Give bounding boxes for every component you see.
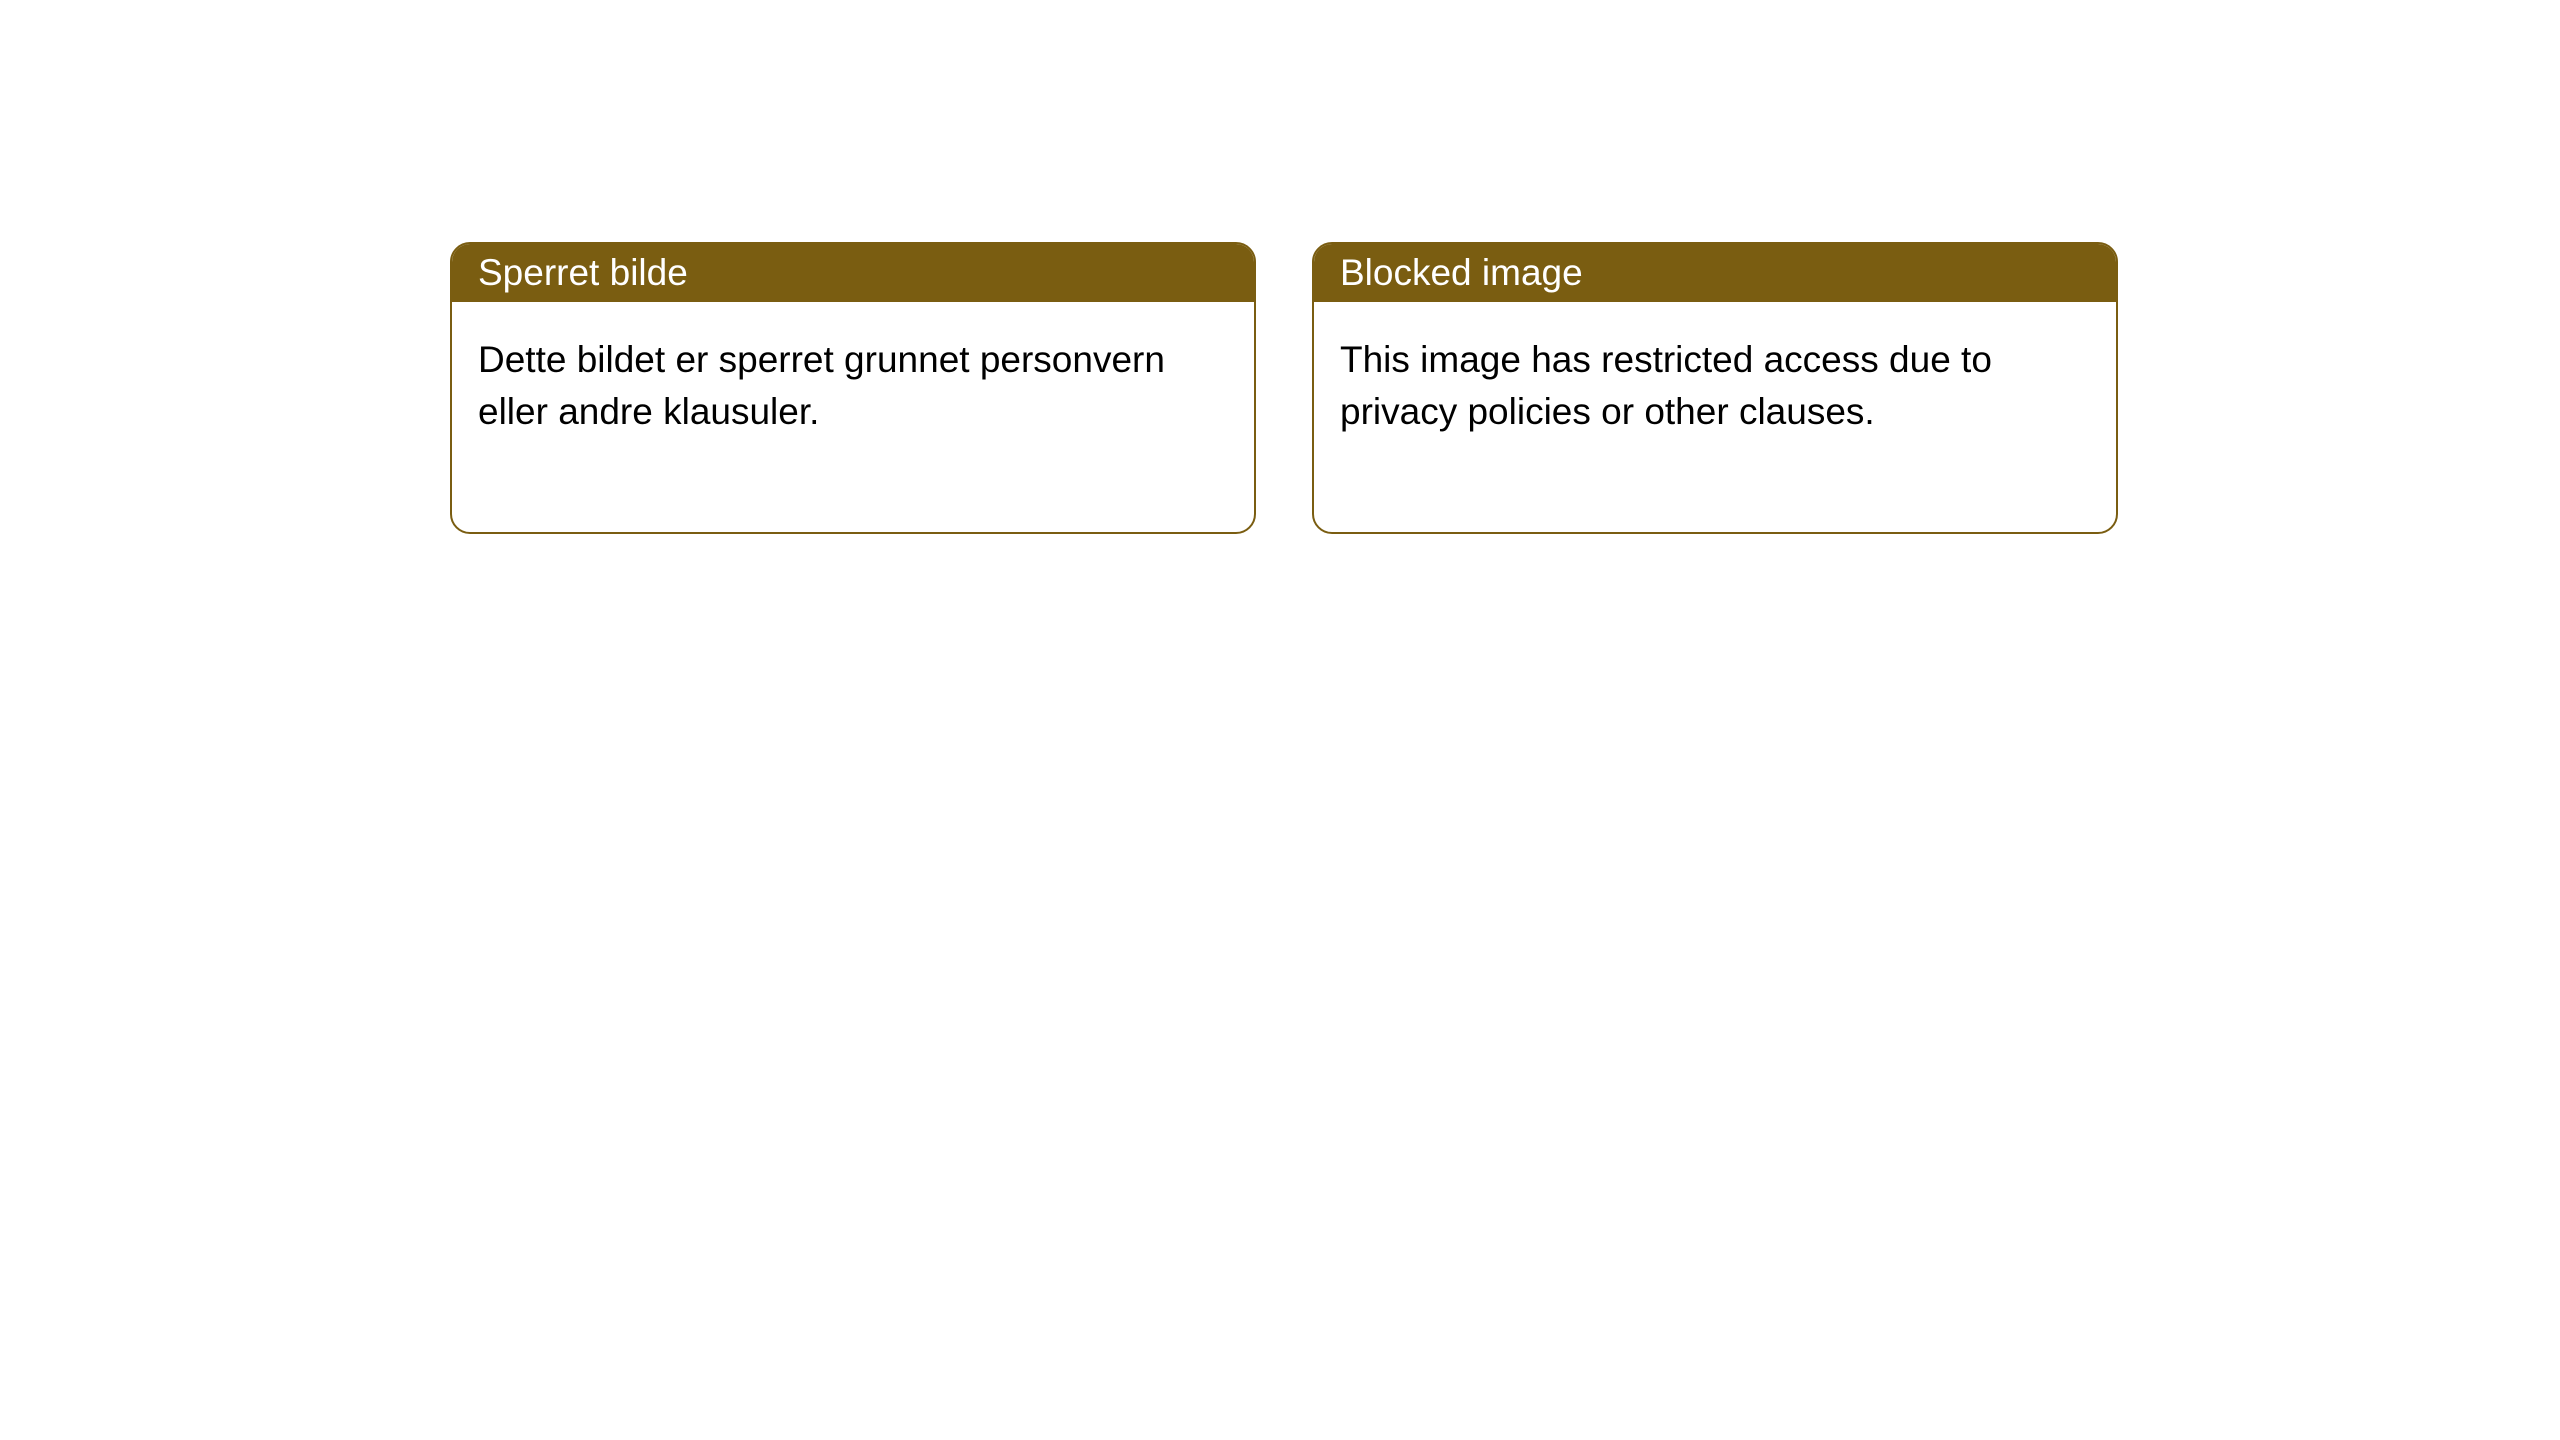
card-title: Sperret bilde [478,252,688,293]
card-body: Dette bildet er sperret grunnet personve… [452,302,1254,532]
card-header: Blocked image [1314,244,2116,302]
card-body-text: This image has restricted access due to … [1340,339,1992,432]
notice-card-en: Blocked image This image has restricted … [1312,242,2118,534]
card-title: Blocked image [1340,252,1583,293]
notice-card-no: Sperret bilde Dette bildet er sperret gr… [450,242,1256,534]
card-body: This image has restricted access due to … [1314,302,2116,532]
card-header: Sperret bilde [452,244,1254,302]
card-body-text: Dette bildet er sperret grunnet personve… [478,339,1165,432]
notice-container: Sperret bilde Dette bildet er sperret gr… [450,242,2118,534]
